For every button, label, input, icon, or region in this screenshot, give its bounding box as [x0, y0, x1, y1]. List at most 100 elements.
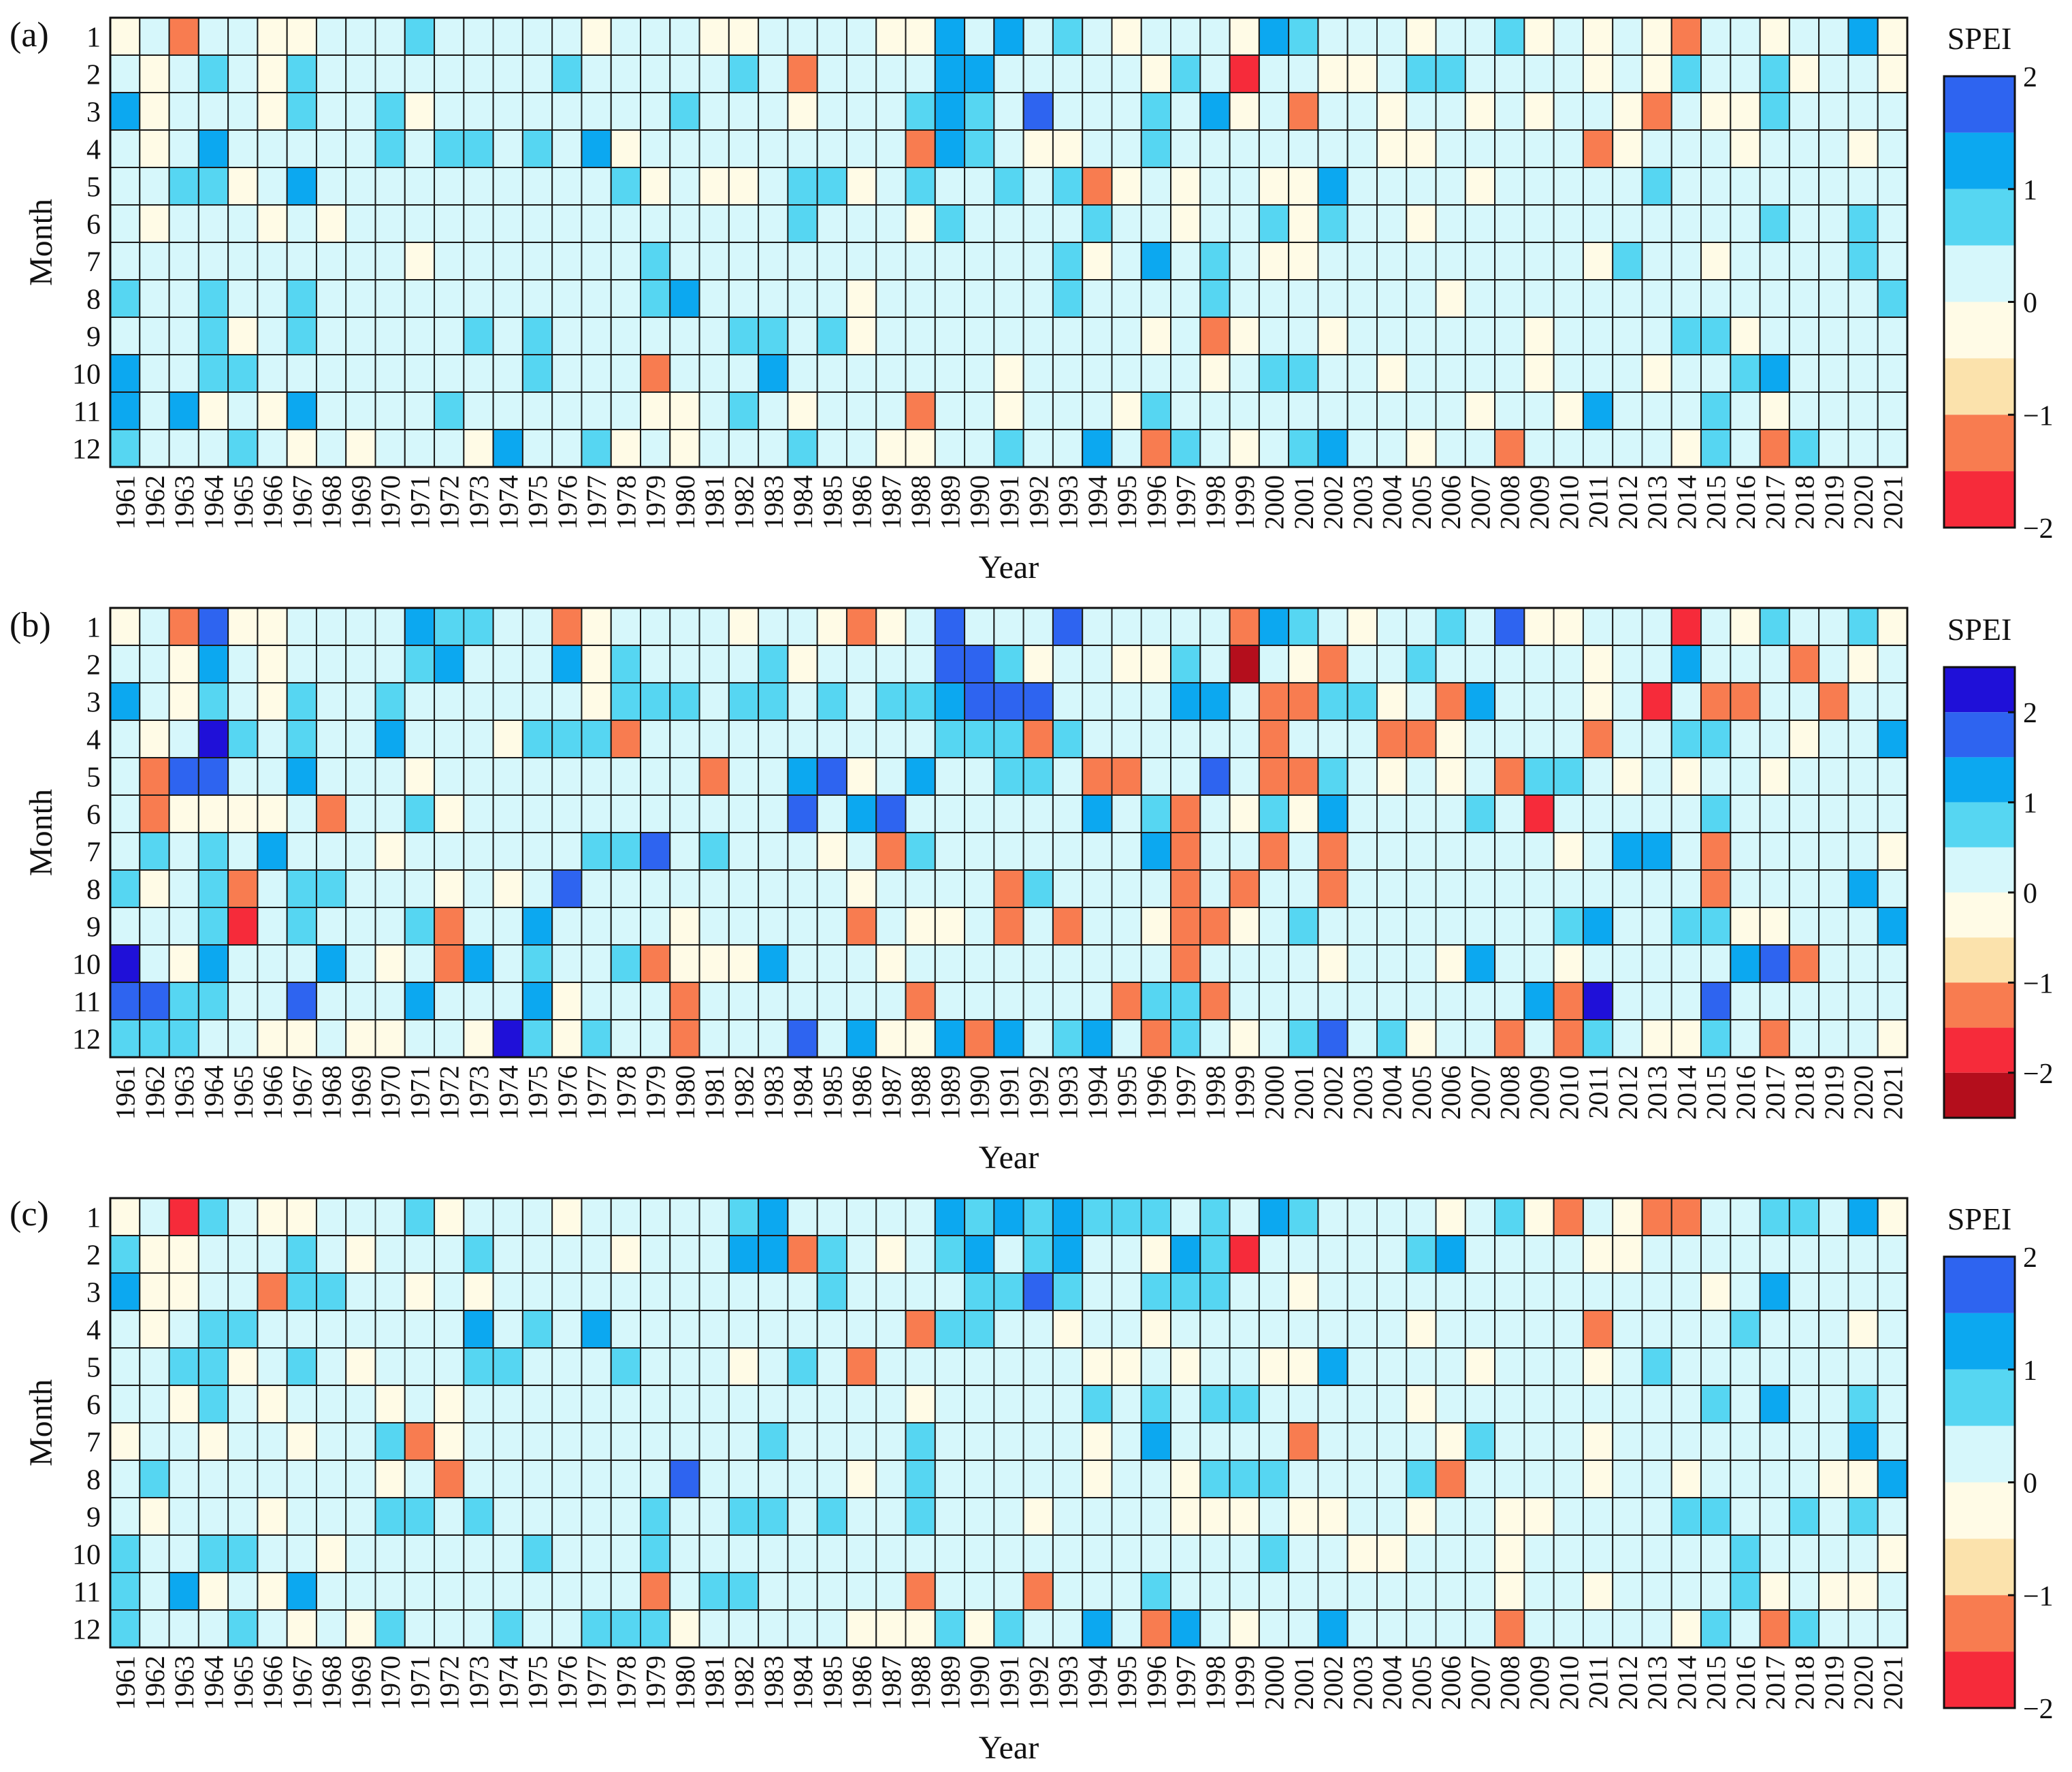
heatmap-cell [934, 317, 966, 355]
heatmap-cell [1052, 645, 1084, 683]
heatmap-cell [610, 204, 642, 243]
heatmap-cell [964, 279, 995, 318]
heatmap-cell [669, 1235, 700, 1274]
heatmap-cell [1406, 1497, 1437, 1536]
heatmap-cell [816, 607, 847, 646]
heatmap-cell [1111, 1347, 1142, 1386]
heatmap-cell [492, 720, 523, 758]
heatmap-cell [1553, 391, 1584, 430]
heatmap-cell [1111, 167, 1142, 206]
heatmap-cell [1700, 54, 1732, 93]
heatmap-cell [934, 92, 966, 131]
heatmap-cell [698, 429, 730, 468]
heatmap-cell [1877, 391, 1908, 430]
heatmap-cell [1346, 92, 1378, 131]
heatmap-cell [1553, 1497, 1584, 1536]
heatmap-cell [286, 1497, 317, 1536]
heatmap-cell [1111, 391, 1142, 430]
heatmap-cell [1111, 1385, 1142, 1423]
heatmap-cell [492, 682, 523, 721]
heatmap-cell [758, 907, 789, 946]
heatmap-cell [1082, 1019, 1113, 1058]
year-tick-label: 2017 [1760, 1065, 1790, 1120]
heatmap-cell [1140, 279, 1172, 318]
year-tick-label: 1968 [317, 1065, 347, 1120]
heatmap-cell [1494, 242, 1525, 280]
heatmap-cell [521, 1310, 553, 1349]
heatmap-cell [374, 944, 406, 983]
heatmap-cell [1376, 757, 1408, 796]
heatmap-cell [1376, 391, 1408, 430]
heatmap-cell [1759, 1197, 1790, 1236]
year-tick-label: 1969 [346, 1656, 376, 1710]
heatmap-cell [758, 869, 789, 908]
heatmap-cell [1847, 1272, 1879, 1311]
year-tick-label: 1992 [1023, 1065, 1054, 1120]
heatmap-cell [993, 1347, 1024, 1386]
heatmap-cell [875, 204, 907, 243]
year-tick-label: 1970 [375, 1656, 406, 1710]
heatmap-cell [1877, 1385, 1908, 1423]
heatmap-cell [168, 757, 199, 796]
heatmap-cell [758, 429, 789, 468]
heatmap-cell [1464, 92, 1496, 131]
heatmap-cell [227, 1422, 259, 1461]
heatmap-cell [1288, 1310, 1319, 1349]
heatmap-cell [787, 982, 818, 1020]
heatmap-cell [1464, 869, 1496, 908]
heatmap-cell [1523, 907, 1555, 946]
heatmap-cell [845, 54, 877, 93]
year-tick-label: 1994 [1082, 1656, 1113, 1710]
heatmap-cell [257, 354, 288, 393]
year-tick-label: 1972 [434, 1656, 465, 1710]
heatmap-cell [1346, 354, 1378, 393]
heatmap-cell [492, 279, 523, 318]
heatmap-cell [1464, 317, 1496, 355]
year-tick-label: 1991 [994, 475, 1024, 530]
heatmap-cell [1435, 944, 1466, 983]
heatmap-cell [1612, 682, 1643, 721]
heatmap-cell [845, 129, 877, 168]
heatmap-cell [110, 757, 141, 796]
year-tick-label: 1988 [905, 1656, 936, 1710]
heatmap-cell [374, 354, 406, 393]
heatmap-cell [1612, 92, 1643, 131]
heatmap-cell [1464, 794, 1496, 833]
year-tick-label: 1999 [1229, 1656, 1260, 1710]
heatmap-cell [1229, 1347, 1260, 1386]
heatmap-cell [404, 1347, 436, 1386]
heatmap-cell [934, 1609, 966, 1648]
colorbar-tick-label: −1 [2023, 400, 2054, 432]
heatmap-cell [286, 54, 317, 93]
heatmap-cell [1553, 982, 1584, 1020]
heatmap-cell [1170, 720, 1201, 758]
heatmap-cell [1730, 129, 1761, 168]
heatmap-cell [1052, 1347, 1084, 1386]
heatmap-cell [463, 429, 494, 468]
year-tick-label: 1969 [346, 1065, 376, 1120]
heatmap-cell [1700, 1497, 1732, 1536]
heatmap-cell [551, 167, 583, 206]
heatmap-cell [1523, 279, 1555, 318]
heatmap-cell [1818, 1347, 1849, 1386]
heatmap-cell [1553, 907, 1584, 946]
heatmap-cell [1612, 607, 1643, 646]
heatmap-cell [993, 54, 1024, 93]
heatmap-cell [492, 1272, 523, 1311]
heatmap-cell [964, 1347, 995, 1386]
heatmap-cell [492, 1347, 523, 1386]
month-tick-label: 4 [86, 725, 101, 756]
heatmap-cell [110, 832, 141, 871]
heatmap-cell [1435, 354, 1466, 393]
heatmap-cell [1376, 682, 1408, 721]
heatmap-cell [845, 944, 877, 983]
heatmap-cell [345, 1534, 376, 1573]
heatmap-cell [1199, 167, 1231, 206]
heatmap-cell [1582, 1347, 1614, 1386]
heatmap-cell [492, 607, 523, 646]
heatmap-cell [315, 92, 347, 131]
heatmap-cell [168, 869, 199, 908]
heatmap-cell [1317, 832, 1348, 871]
heatmap-cell [1346, 1422, 1378, 1461]
heatmap-cell [1199, 1385, 1231, 1423]
